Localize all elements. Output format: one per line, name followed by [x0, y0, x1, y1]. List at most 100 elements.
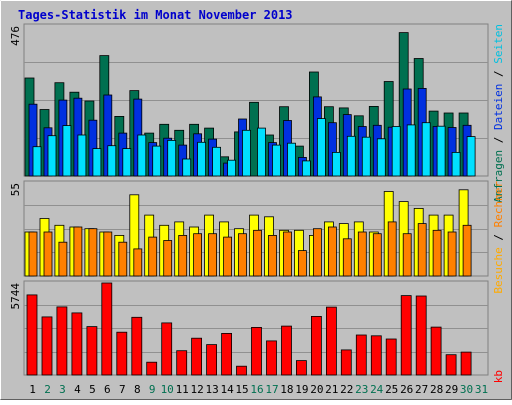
legend-entry-/: / [492, 227, 505, 247]
bar-rechner-day-1 [28, 231, 38, 277]
legend-entry-anfragen: Anfragen [492, 150, 505, 203]
bar-seiten-day-9 [152, 145, 162, 177]
x-label-day-31: 31 [475, 383, 488, 396]
bar-seiten-day-1 [32, 146, 42, 177]
x-label-day-24: 24 [370, 383, 384, 396]
bar-rechner-day-19 [297, 250, 307, 277]
bar-seiten-day-10 [167, 139, 177, 177]
legend-entry-besuche: Besuche [492, 247, 505, 293]
x-label-day-2: 2 [44, 383, 51, 396]
bar-rechner-day-8 [133, 248, 143, 277]
bar-rechner-day-16 [253, 229, 262, 277]
x-label-day-27: 27 [415, 383, 428, 396]
x-label-day-5: 5 [89, 383, 96, 396]
panel-middle [23, 180, 489, 277]
legend-bottom-right: kb [492, 370, 505, 383]
bar-seiten-day-15 [242, 129, 251, 177]
legend-entry-rechner: Rechner [492, 181, 505, 228]
legend-middle-right: Besuche / Rechner [492, 181, 505, 294]
bar-seiten-day-7 [122, 148, 132, 177]
bar-rechner-day-27 [417, 223, 427, 277]
bar-seiten-day-23 [361, 136, 371, 177]
bar-rechner-day-2 [43, 231, 53, 277]
bar-rechner-day-21 [327, 226, 337, 277]
bar-seiten-day-3 [62, 125, 72, 177]
bar-rechner-day-9 [148, 236, 158, 277]
bar-seiten-day-5 [92, 148, 102, 177]
bar-seiten-day-21 [331, 151, 341, 177]
bar-rechner-day-23 [357, 231, 367, 277]
bar-rechner-day-18 [283, 231, 292, 277]
bar-seiten-day-6 [107, 145, 117, 177]
panel-top [23, 23, 489, 177]
bar-seiten-day-2 [47, 135, 57, 177]
bar-seiten-day-25 [391, 126, 401, 177]
x-label-day-13: 13 [205, 383, 218, 396]
legend-entry-dateien: Dateien [492, 84, 505, 130]
chart-panels [23, 23, 489, 376]
x-label-day-19: 19 [295, 383, 308, 396]
y-axis-max-labels: 476 55 5744 [9, 26, 22, 310]
legend-entry-seiten: Seiten [492, 24, 505, 64]
bar-rechner-day-26 [402, 233, 412, 277]
series-seiten [32, 118, 476, 177]
x-label-day-23: 23 [355, 383, 368, 396]
bar-rechner-day-11 [178, 234, 188, 277]
legend-top-right: Anfragen / Dateien / Seiten [492, 24, 505, 203]
x-label-day-9: 9 [149, 383, 156, 396]
bar-kb-day-18 [281, 325, 292, 376]
bar-kb-day-2 [41, 316, 53, 376]
x-label-day-6: 6 [104, 383, 111, 396]
panel-bottom-ymax-label: 5744 [9, 283, 22, 310]
bar-kb-day-29 [445, 354, 457, 376]
x-label-day-25: 25 [385, 383, 398, 396]
bar-kb-day-6 [101, 282, 113, 376]
chart-title: Tages-Statistik im Monat November 2013 [18, 8, 293, 22]
bar-kb-day-13 [206, 344, 218, 376]
x-label-day-4: 4 [74, 383, 81, 396]
bar-rechner-day-4 [73, 226, 83, 277]
bar-kb-day-22 [340, 349, 352, 376]
x-axis-day-labels: 1 2 3 4 5 6 7 8 9 10 11 12 13 14 15 16 17 18 19 20 21 22 23 24 2… [29, 383, 488, 396]
legend-entry-/: / [492, 64, 505, 84]
bar-seiten-day-13 [212, 146, 222, 177]
bar-seiten-day-8 [137, 134, 147, 177]
bar-rechner-day-6 [103, 231, 113, 277]
bar-kb-day-4 [71, 312, 83, 376]
bar-kb-day-7 [116, 331, 128, 376]
x-label-day-18: 18 [280, 383, 293, 396]
bar-seiten-day-14 [227, 159, 237, 177]
bar-rechner-day-10 [163, 240, 173, 277]
x-label-day-22: 22 [340, 383, 353, 396]
bar-rechner-day-30 [462, 224, 472, 277]
bar-seiten-day-20 [316, 118, 326, 177]
series-kb [26, 282, 472, 376]
legend-entry-kb: kb [492, 370, 505, 383]
bar-seiten-day-30 [466, 136, 476, 177]
x-label-day-12: 12 [190, 383, 203, 396]
panel-bottom [23, 280, 489, 376]
bar-kb-day-3 [56, 306, 68, 376]
legend-entry-/: / [492, 130, 505, 150]
x-label-day-29: 29 [445, 383, 458, 396]
bar-rechner-day-7 [118, 241, 128, 277]
bar-kb-day-5 [86, 326, 98, 376]
bar-seiten-day-29 [451, 151, 461, 177]
bar-kb-day-11 [176, 350, 188, 376]
x-label-day-21: 21 [325, 383, 338, 396]
bar-seiten-day-4 [77, 134, 87, 177]
x-label-day-1: 1 [29, 383, 36, 396]
bar-rechner-day-20 [312, 228, 322, 277]
bar-kb-day-21 [325, 306, 337, 376]
bar-seiten-day-24 [376, 138, 386, 177]
bar-seiten-day-12 [197, 141, 207, 177]
bar-rechner-day-28 [432, 229, 442, 277]
bar-kb-day-20 [310, 315, 322, 376]
x-label-day-16: 16 [250, 383, 263, 396]
bar-kb-day-8 [131, 316, 143, 376]
x-label-day-11: 11 [176, 383, 189, 396]
bar-kb-day-19 [295, 360, 307, 376]
bar-seiten-day-19 [301, 160, 311, 177]
